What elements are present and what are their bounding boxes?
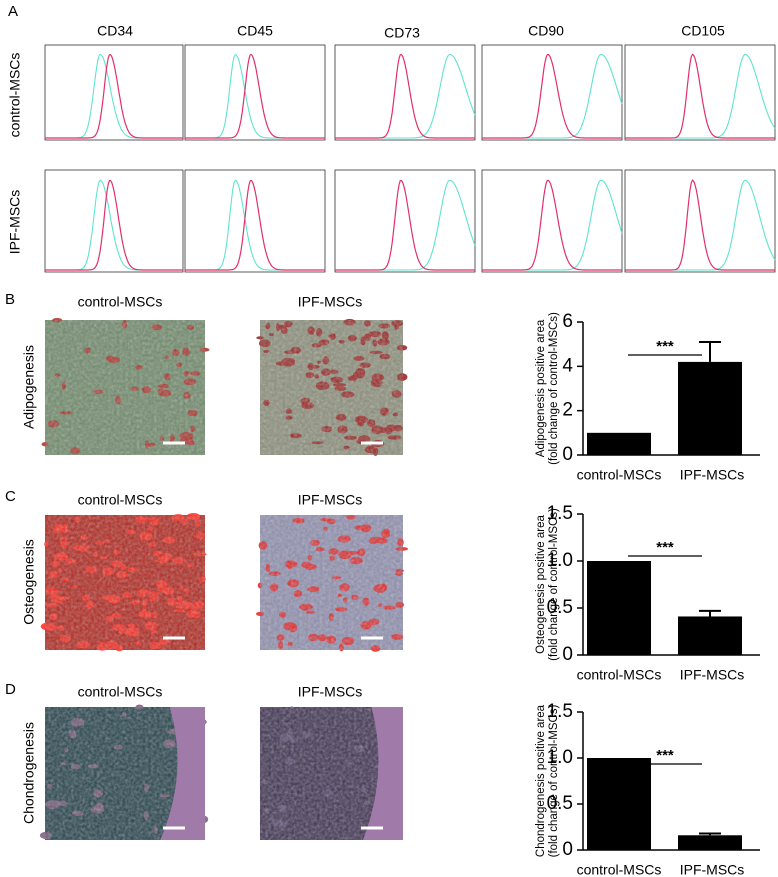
panel-label: C (5, 488, 16, 505)
significance-label: *** (656, 747, 674, 764)
x-tick-label: IPF-MSCs (680, 667, 745, 683)
marker-curve (185, 180, 325, 271)
bar (587, 758, 651, 850)
stain-label: Osteogenesis (21, 539, 37, 625)
histogram-frame (44, 169, 184, 273)
histogram-frame (481, 169, 623, 273)
bar (587, 561, 651, 655)
histogram-frame (481, 44, 623, 141)
marker-curve (45, 54, 183, 139)
pellet-edge (362, 707, 403, 840)
pellet-edge (160, 707, 205, 840)
bar (678, 835, 742, 850)
y-axis-label: Osteogenesis positive area (535, 515, 547, 654)
y-tick-label: 4 (562, 355, 573, 376)
bar (678, 361, 742, 455)
y-tick-label: 1.5 (547, 701, 573, 722)
marker-curve (482, 179, 622, 271)
y-tick-label: 2 (562, 400, 573, 421)
x-tick-label: control-MSCs (577, 667, 662, 683)
y-tick-label: 1.5 (547, 503, 573, 524)
stain-label: Chondrogenesis (21, 722, 37, 824)
stain-label: Adipogenesis (21, 345, 37, 429)
y-tick-label: 0 (562, 444, 573, 465)
image-header: IPF-MSCs (298, 294, 363, 310)
marker-curve (335, 180, 475, 271)
micrograph-texture (260, 515, 403, 650)
marker-label: CD34 (97, 23, 133, 39)
isotype-curve (482, 179, 623, 271)
y-tick-label: 1.0 (547, 747, 573, 768)
image-header: IPF-MSCs (298, 492, 363, 508)
histogram-frame (44, 44, 184, 141)
y-axis-label: Chondrogenesis positive area (535, 704, 547, 857)
histogram-frame (184, 44, 326, 141)
y-axis-label: Adipogenesis positive area (535, 319, 547, 457)
row-label: control-MSCs (7, 53, 23, 138)
histogram-frame (624, 169, 776, 273)
panel-label: B (5, 291, 15, 308)
y-axis-label: (fold change of control-MSCs) (548, 508, 560, 661)
image-header: control-MSCs (78, 294, 163, 310)
error-bar (699, 340, 721, 362)
image-header: control-MSCs (78, 684, 163, 700)
y-tick-label: 6 (562, 311, 573, 332)
marker-label: CD90 (528, 23, 564, 39)
marker-curve (625, 179, 775, 271)
bar (587, 432, 651, 455)
marker-curve (335, 54, 475, 139)
y-tick-label: 0 (562, 644, 573, 665)
y-axis-label: (fold change of control-MSCs) (548, 312, 560, 465)
y-tick-label: 0.5 (547, 793, 573, 814)
marker-label: CD45 (237, 23, 273, 39)
panel-label: D (5, 681, 16, 698)
bar (678, 616, 742, 655)
y-tick-label: 0 (562, 839, 573, 860)
marker-label: CD73 (384, 25, 420, 41)
histogram-frame (334, 44, 476, 141)
significance-label: *** (656, 338, 674, 355)
isotype-curve (482, 53, 623, 139)
micrograph-texture (45, 320, 205, 455)
marker-label: CD105 (681, 23, 725, 39)
marker-curve (185, 54, 325, 139)
row-label: IPF-MSCs (7, 190, 23, 255)
x-tick-label: control-MSCs (577, 862, 662, 877)
x-tick-label: control-MSCs (577, 467, 662, 483)
micrograph-texture (260, 320, 403, 455)
marker-curve (482, 54, 622, 139)
isotype-curve (625, 179, 776, 271)
micrograph-texture (45, 515, 205, 650)
error-bar (699, 832, 721, 836)
y-axis-label: (fold change of control-MSCs) (548, 704, 560, 857)
image-header: control-MSCs (78, 492, 163, 508)
histogram-frame (624, 44, 776, 141)
histogram-frame (184, 169, 326, 273)
panel-label: A (8, 3, 18, 20)
isotype-curve (625, 53, 776, 139)
histogram-frame (334, 169, 476, 273)
y-tick-label: 0.5 (547, 597, 573, 618)
image-header: IPF-MSCs (298, 684, 363, 700)
y-tick-label: 1.0 (547, 550, 573, 571)
x-tick-label: IPF-MSCs (680, 467, 745, 483)
marker-curve (45, 180, 183, 271)
x-tick-label: IPF-MSCs (680, 862, 745, 877)
significance-label: *** (656, 539, 674, 556)
error-bar (699, 609, 721, 617)
marker-curve (625, 53, 775, 139)
